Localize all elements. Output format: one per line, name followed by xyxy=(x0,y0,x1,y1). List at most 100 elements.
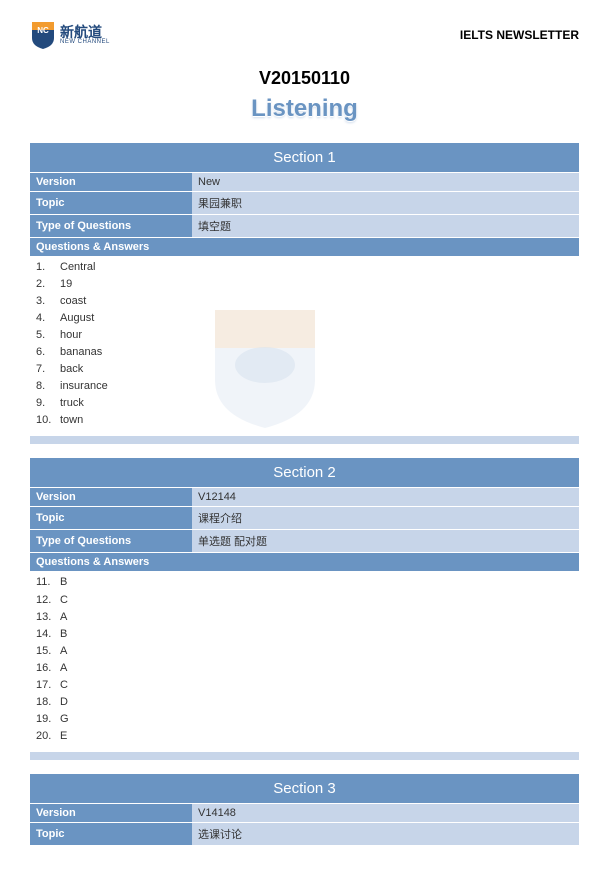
qa-answer: D xyxy=(60,694,68,711)
qa-answer: A xyxy=(60,609,67,626)
qa-answer: C xyxy=(60,677,68,694)
qa-item: 8.insurance xyxy=(36,378,573,395)
value-toq: 填空题 xyxy=(192,215,579,237)
value-topic: 果园兼职 xyxy=(192,192,579,214)
qa-item: 15.A xyxy=(36,643,573,660)
info-table: Version New Topic 果园兼职 Type of Questions… xyxy=(30,172,579,238)
qa-answer: A xyxy=(60,643,67,660)
qa-answer: coast xyxy=(60,293,86,310)
row-toq: Type of Questions 单选题 配对题 xyxy=(30,530,579,552)
info-table: Version V12144 Topic 课程介绍 Type of Questi… xyxy=(30,487,579,553)
logo-text-block: 新航道 NEW CHANNEL xyxy=(60,25,110,45)
info-table: Version V14148 Topic 选课讨论 xyxy=(30,803,579,846)
section-2: Section 2 Version V12144 Topic 课程介绍 Type… xyxy=(30,458,579,759)
qa-num: 14. xyxy=(36,626,60,643)
value-version: New xyxy=(192,173,579,191)
logo-shield-icon: NC xyxy=(30,20,56,50)
qa-num: 12. xyxy=(36,592,60,609)
qa-item: 6.bananas xyxy=(36,344,573,361)
qa-item: 1.Central xyxy=(36,259,573,276)
qa-num: 4. xyxy=(36,310,60,327)
qa-num: 19. xyxy=(36,711,60,728)
qa-item: 16.A xyxy=(36,660,573,677)
qa-header: Questions & Answers xyxy=(30,238,579,256)
qa-num: 7. xyxy=(36,361,60,378)
qa-item: 2.19 xyxy=(36,276,573,293)
qa-num: 5. xyxy=(36,327,60,344)
svg-text:NC: NC xyxy=(37,26,49,35)
qa-item: 3.coast xyxy=(36,293,573,310)
qa-answer: C xyxy=(60,592,68,609)
page: NC 新航道 NEW CHANNEL IELTS NEWSLETTER V201… xyxy=(0,0,609,880)
qa-item: 5.hour xyxy=(36,327,573,344)
qa-item: 10.town xyxy=(36,412,573,429)
label-version: Version xyxy=(30,488,192,506)
qa-num: 10. xyxy=(36,412,60,429)
section-header: Section 2 xyxy=(30,458,579,487)
qa-list-1: 1.Central2.193.coast4.August5.hour6.bana… xyxy=(30,256,579,432)
row-version: Version V14148 xyxy=(30,804,579,822)
qa-item: 4.August xyxy=(36,310,573,327)
qa-item: 12.C xyxy=(36,592,573,609)
listening-title: Listening xyxy=(30,95,579,123)
header-row: NC 新航道 NEW CHANNEL IELTS NEWSLETTER xyxy=(30,20,579,50)
qa-answer: truck xyxy=(60,395,84,412)
label-toq: Type of Questions xyxy=(30,215,192,237)
qa-item: 7.back xyxy=(36,361,573,378)
value-version: V14148 xyxy=(192,804,579,822)
label-version: Version xyxy=(30,173,192,191)
row-topic: Topic 果园兼职 xyxy=(30,192,579,214)
qa-item: 14.B xyxy=(36,626,573,643)
value-topic: 课程介绍 xyxy=(192,507,579,529)
qa-answer: bananas xyxy=(60,344,102,361)
row-version: Version New xyxy=(30,173,579,191)
qa-answer: back xyxy=(60,361,83,378)
label-topic: Topic xyxy=(30,507,192,529)
section-header: Section 3 xyxy=(30,774,579,803)
qa-item: 18.D xyxy=(36,694,573,711)
qa-answer: E xyxy=(60,728,67,745)
row-toq: Type of Questions 填空题 xyxy=(30,215,579,237)
value-toq: 单选题 配对题 xyxy=(192,530,579,552)
qa-num: 20. xyxy=(36,728,60,745)
qa-num: 8. xyxy=(36,378,60,395)
qa-item: 19.G xyxy=(36,711,573,728)
doc-title: V20150110 xyxy=(30,68,579,89)
qa-num: 18. xyxy=(36,694,60,711)
qa-num: 15. xyxy=(36,643,60,660)
spacer-bar xyxy=(30,436,579,444)
row-version: Version V12144 xyxy=(30,488,579,506)
qa-answer: G xyxy=(60,711,69,728)
qa-answer: August xyxy=(60,310,94,327)
qa-answer: insurance xyxy=(60,378,108,395)
qa-answer: hour xyxy=(60,327,82,344)
qa-num: 2. xyxy=(36,276,60,293)
value-version: V12144 xyxy=(192,488,579,506)
qa-num: 6. xyxy=(36,344,60,361)
section-1: Section 1 Version New Topic 果园兼职 Type of… xyxy=(30,143,579,444)
row-topic: Topic 选课讨论 xyxy=(30,823,579,845)
label-topic: Topic xyxy=(30,823,192,845)
qa-list-2: 11.B12.C13.A14.B15.A16.A17.C18.D19.G20.E xyxy=(30,571,579,747)
qa-num: 1. xyxy=(36,259,60,276)
section-header: Section 1 xyxy=(30,143,579,172)
label-topic: Topic xyxy=(30,192,192,214)
value-topic: 选课讨论 xyxy=(192,823,579,845)
qa-answer: 19 xyxy=(60,276,72,293)
qa-header: Questions & Answers xyxy=(30,553,579,571)
qa-item: 13.A xyxy=(36,609,573,626)
qa-answer: A xyxy=(60,660,67,677)
label-version: Version xyxy=(30,804,192,822)
qa-answer: B xyxy=(60,574,67,591)
label-toq: Type of Questions xyxy=(30,530,192,552)
qa-num: 11. xyxy=(36,574,60,591)
newsletter-title: IELTS NEWSLETTER xyxy=(460,28,579,42)
section-3: Section 3 Version V14148 Topic 选课讨论 xyxy=(30,774,579,846)
qa-num: 3. xyxy=(36,293,60,310)
qa-answer: B xyxy=(60,626,67,643)
qa-item: 9.truck xyxy=(36,395,573,412)
qa-num: 9. xyxy=(36,395,60,412)
qa-num: 17. xyxy=(36,677,60,694)
logo: NC 新航道 NEW CHANNEL xyxy=(30,20,110,50)
qa-item: 17.C xyxy=(36,677,573,694)
